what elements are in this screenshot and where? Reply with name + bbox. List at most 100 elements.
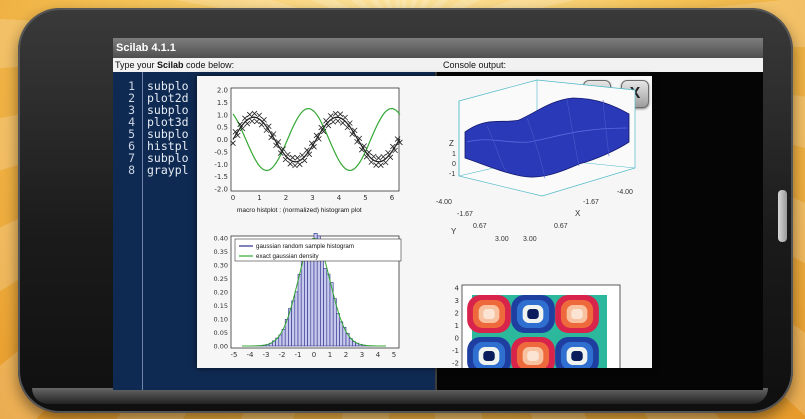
plot2d-sine-chart: 2.0 1.5 1.0 0.5 0.0 -0.5 -1.0 -1.5 -2.0 0 1 2 3 4 5 6	[214, 87, 403, 202]
console-label: Console output:	[443, 60, 507, 70]
code-line[interactable]: 7 subplo	[113, 152, 435, 164]
x-marker	[390, 143, 396, 150]
black-sine-line	[232, 116, 401, 163]
y-tick-label: 0.40	[214, 235, 228, 243]
x-marker	[349, 131, 356, 137]
legend-item-histogram: gaussian random sample histogram	[256, 243, 354, 250]
histogram-bar	[278, 334, 283, 347]
y-tick-label: 0.00	[214, 343, 228, 351]
x-marker	[261, 117, 267, 123]
x-marker	[363, 154, 370, 160]
x-tick-label: 3	[360, 351, 364, 359]
x-marker	[359, 146, 365, 153]
svg-text:-4.00: -4.00	[436, 199, 452, 206]
x-tick-label: 4	[337, 194, 342, 202]
svg-text:-1.67: -1.67	[583, 199, 599, 206]
tablet-screen: Scilab 4.1.1 Type your Scilab code below…	[113, 38, 763, 390]
y-tick-label: 4	[455, 285, 460, 293]
surface-mesh	[464, 97, 630, 178]
x-marker	[232, 129, 239, 135]
x-marker	[306, 151, 313, 158]
x-tick-label: -5	[231, 351, 238, 359]
line-number: 5	[128, 127, 135, 141]
code-text: histpl	[147, 139, 189, 153]
line-number: 7	[128, 151, 135, 165]
z-axis-label: Z	[449, 139, 454, 148]
code-line[interactable]: 1 subplo	[113, 80, 435, 92]
x-tick-label: 3	[310, 194, 314, 202]
y-tick-label: 0.5	[217, 124, 228, 132]
line-number-gutter	[113, 72, 143, 390]
x-marker	[318, 124, 325, 131]
svg-text:3.00: 3.00	[523, 236, 537, 243]
x-marker	[332, 110, 339, 117]
line-number: 8	[128, 163, 135, 177]
histogram-bar	[323, 268, 328, 347]
x-marker	[273, 142, 279, 149]
y-tick-label: 2	[455, 310, 459, 318]
tablet-side-button[interactable]	[778, 190, 787, 242]
histogram-bar	[320, 253, 324, 347]
svg-text:1: 1	[452, 151, 456, 158]
y-tick-label: -1	[452, 347, 459, 355]
code-line[interactable]: 5 subplo	[113, 128, 435, 140]
y-tick-label: 0.05	[214, 329, 228, 337]
code-line[interactable]: 4 plot3d	[113, 116, 435, 128]
histogram-bar	[307, 249, 312, 347]
histogram-legend	[234, 238, 402, 262]
green-sine-line	[232, 107, 401, 172]
x-marker	[330, 119, 336, 125]
x-marker	[256, 112, 263, 119]
x-marker	[287, 161, 294, 167]
grayplot-cell	[483, 351, 495, 361]
x-marker	[356, 135, 363, 142]
tablet-bottom-edge	[32, 388, 768, 404]
x-marker	[239, 125, 246, 132]
y-tick-label: 0.35	[214, 248, 228, 256]
y-tick-label: 0	[455, 335, 459, 343]
x-marker	[251, 110, 258, 117]
pane-labels: Type your Scilab code below: Console out…	[113, 58, 763, 72]
code-text: subplo	[147, 151, 189, 165]
y-tick-label: 0.0	[217, 136, 228, 144]
graphics-window[interactable]: − X 2.01.51.00.50.0-0.5-1.0-1.5-2.0 0123…	[197, 76, 652, 368]
histogram-bar	[339, 321, 344, 347]
code-line[interactable]: 3 subplo	[113, 104, 435, 116]
x-marker	[280, 146, 286, 152]
histogram-chart: macro histplot : (normalized) histogram …	[214, 207, 402, 359]
line-number: 1	[128, 79, 135, 93]
y-tick-label: -2	[452, 360, 459, 368]
svg-text:-1.67: -1.67	[457, 211, 473, 218]
x-marker	[246, 111, 253, 118]
x-marker	[234, 132, 241, 139]
x-tick-label: 0	[231, 194, 235, 202]
x-marker	[370, 153, 377, 160]
y-axis-label: Y	[451, 227, 457, 236]
x-marker	[361, 143, 367, 149]
editor-label: Type your Scilab code below:	[115, 60, 235, 70]
x-marker	[378, 162, 384, 168]
y-tick-label: -0.5	[214, 148, 228, 156]
x-tick-label: 6	[390, 194, 395, 202]
y-tick-label: 1.0	[217, 111, 228, 119]
code-line[interactable]: 8 graypl	[113, 164, 435, 176]
x-marker	[373, 162, 379, 168]
histogram-title: macro histplot : (normalized) histogram …	[237, 207, 362, 214]
x-marker	[313, 132, 320, 139]
svg-text:0.67: 0.67	[554, 223, 568, 230]
x-marker	[282, 156, 289, 163]
x-marker	[254, 118, 260, 125]
y-tick-label: 3	[455, 297, 459, 305]
x-marker	[258, 121, 265, 128]
x-tick-label: -2	[279, 351, 286, 359]
code-text: subplo	[147, 127, 189, 141]
x-marker	[268, 134, 274, 141]
y-tick-label: 1	[455, 322, 459, 330]
x-marker	[270, 131, 277, 137]
code-text: subplo	[147, 103, 189, 117]
histogram-bar	[304, 247, 308, 347]
code-line[interactable]: 2 plot2d	[113, 92, 435, 104]
black-sine-markers	[230, 110, 403, 169]
code-line[interactable]: 6 histpl	[113, 140, 435, 152]
